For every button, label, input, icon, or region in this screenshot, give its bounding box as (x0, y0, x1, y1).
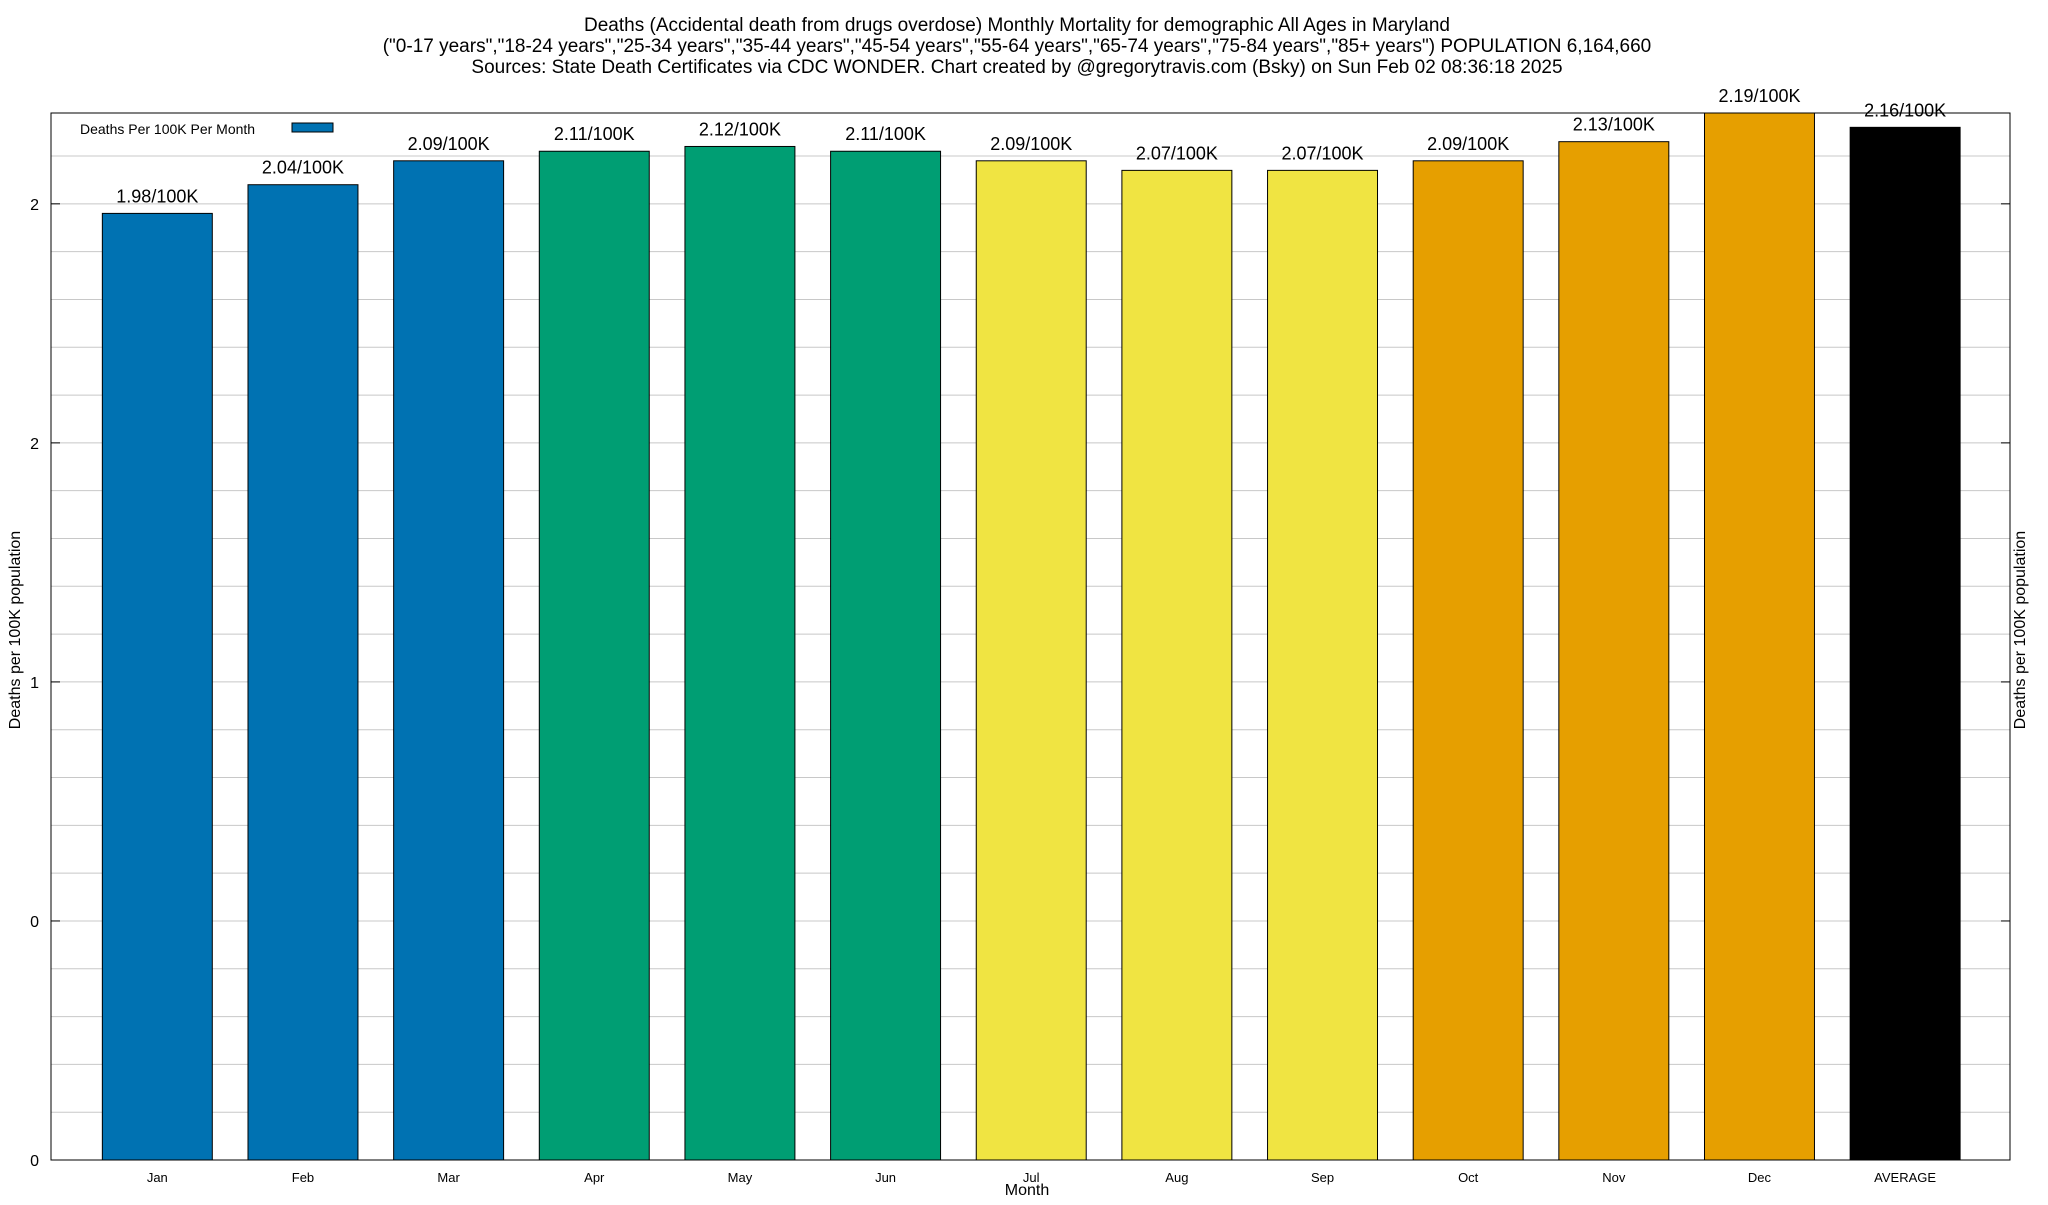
x-tick-label: Aug (1165, 1170, 1188, 1185)
x-tick-label: Nov (1602, 1170, 1626, 1185)
bar-value-label: 1.98/100K (116, 186, 198, 206)
bar-value-label: 2.09/100K (990, 134, 1072, 154)
y-tick-label: 0 (30, 1153, 39, 1170)
bar-mar (393, 160, 505, 1161)
bar-value-label: 2.07/100K (1281, 143, 1363, 163)
legend: Deaths Per 100K Per Month (80, 121, 334, 137)
title-line-3: Sources: State Death Certificates via CD… (471, 57, 1562, 78)
x-tick-label: Jul (1023, 1170, 1040, 1185)
y-ticks: 0 0 1 2 2 (30, 197, 2010, 1170)
bar-value-label: 2.11/100K (554, 124, 635, 144)
plot-border (50, 112, 2011, 1161)
bar-value-label: 2.13/100K (1573, 115, 1655, 135)
bar-average (1849, 126, 1961, 1161)
bars (101, 112, 1961, 1161)
bar-feb (247, 184, 359, 1161)
x-tick-label: Jun (875, 1170, 896, 1185)
bar-value-label: 2.19/100K (1718, 86, 1800, 106)
bar-value-label: 2.04/100K (262, 158, 344, 178)
bar-value-label: 2.16/100K (1864, 100, 1946, 120)
bar-value-label: 2.09/100K (1427, 134, 1509, 154)
y-tick-label: 1 (30, 675, 39, 692)
bar-value-label: 2.11/100K (845, 124, 926, 144)
title-line-2: ("0-17 years","18-24 years","25-34 years… (383, 36, 1652, 57)
bar-value-label: 2.07/100K (1136, 143, 1218, 163)
chart-title: Deaths (Accidental death from drugs over… (383, 15, 1652, 78)
bar-value-label: 2.09/100K (408, 134, 490, 154)
x-tick-label: Oct (1458, 1170, 1479, 1185)
y-axis-title-right: Deaths per 100K population (2012, 531, 2029, 729)
x-tick-label: Jan (147, 1170, 168, 1185)
bar-sep (1267, 169, 1379, 1161)
bar-value-label: 2.12/100K (699, 119, 781, 139)
x-tick-label: Feb (292, 1170, 314, 1185)
bar-jun (830, 150, 942, 1161)
x-tick-label: Sep (1311, 1170, 1334, 1185)
x-tick-label: AVERAGE (1874, 1170, 1936, 1185)
bar-nov (1558, 141, 1670, 1161)
x-tick-label: May (728, 1170, 753, 1185)
plot-frame (50, 112, 2011, 1161)
y-tick-label: 0 (30, 914, 39, 931)
x-axis-title: Month (1005, 1182, 1049, 1199)
x-tick-label: Apr (584, 1170, 605, 1185)
legend-label: Deaths Per 100K Per Month (80, 121, 255, 137)
legend-swatch (291, 122, 334, 133)
bar-jul (975, 160, 1087, 1161)
y-tick-label: 2 (30, 197, 39, 214)
title-line-1: Deaths (Accidental death from drugs over… (584, 15, 1450, 36)
y-axis-title-left: Deaths per 100K population (7, 531, 24, 729)
bar-value-labels: 1.98/100K 2.04/100K 2.09/100K 2.11/100K 2.12… (116, 86, 1946, 206)
bar-jan (101, 212, 213, 1161)
x-tick-label: Dec (1748, 1170, 1772, 1185)
x-tick-labels: Jan Feb Mar Apr May Jun Jul Aug Sep Oct Nov Dec AVER… (147, 1170, 1937, 1185)
bar-oct (1412, 160, 1524, 1161)
bar-aug (1121, 169, 1233, 1161)
bar-dec (1703, 112, 1815, 1161)
y-tick-label: 2 (30, 436, 39, 453)
x-tick-label: Mar (437, 1170, 460, 1185)
bar-apr (538, 150, 650, 1161)
bar-may (684, 145, 796, 1161)
